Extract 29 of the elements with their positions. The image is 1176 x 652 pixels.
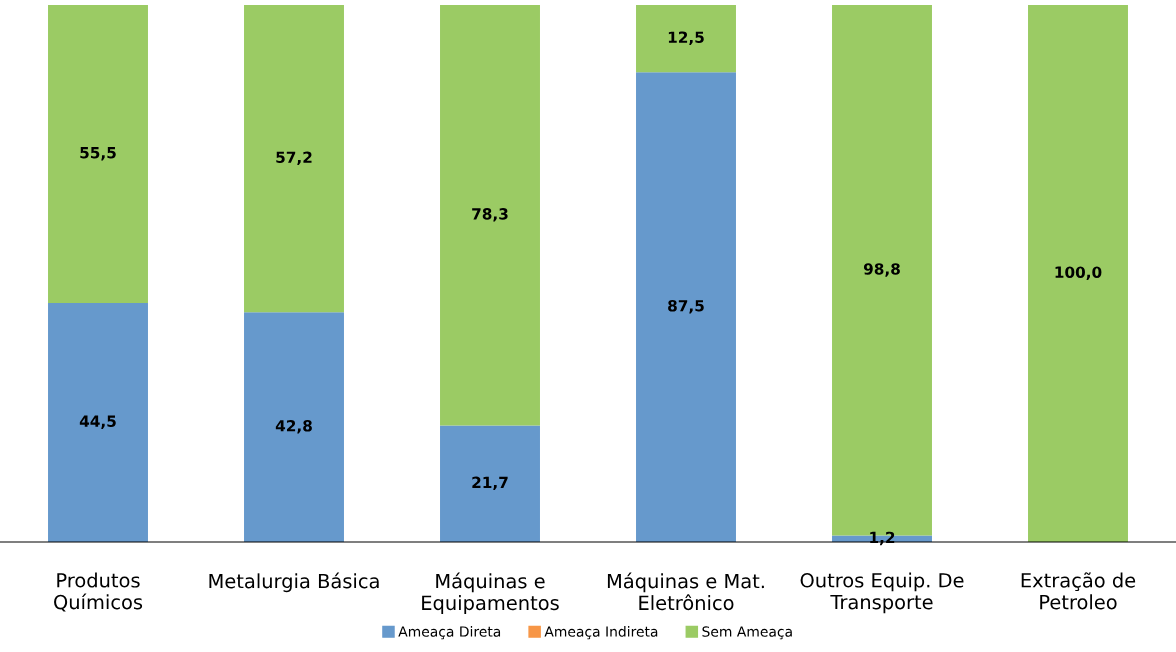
x-tick-label: Outros Equip. De Transporte [800, 572, 964, 614]
bar [1028, 5, 1128, 542]
data-label: 42,8 [275, 419, 312, 434]
data-label: 87,5 [668, 299, 704, 314]
x-tick-label: Máquinas e Equipamentos [422, 572, 559, 614]
bar [244, 5, 344, 313]
x-tick-label: Máquinas e Mat. Eletrônico [607, 572, 764, 611]
legend-label: Sem Ameaça [702, 626, 792, 640]
x-tick-label: Produtos Químicos [54, 572, 143, 612]
data-label: 12,5 [668, 31, 704, 45]
bar [48, 5, 148, 304]
bar [48, 303, 148, 542]
bar [636, 72, 736, 542]
data-label: 1,2 [870, 531, 895, 546]
bar [440, 425, 540, 542]
bar [440, 5, 540, 426]
data-label: 100,0 [1055, 266, 1102, 280]
data-label: 44,5 [79, 415, 116, 429]
data-label: 57,2 [276, 151, 312, 165]
legend-label: Ameaça Indireta [544, 626, 658, 640]
x-tick-label: Metalurgia Básica [209, 572, 379, 593]
data-label: 98,8 [863, 263, 900, 277]
data-label: 21,7 [472, 476, 508, 491]
legend-label: Ameaça Direta [398, 626, 501, 640]
bar [244, 312, 344, 542]
data-label: 55,5 [80, 147, 116, 161]
data-label: 78,3 [472, 208, 508, 222]
x-tick-label: Extração de Petroleo [1021, 572, 1136, 610]
bar [636, 5, 736, 73]
